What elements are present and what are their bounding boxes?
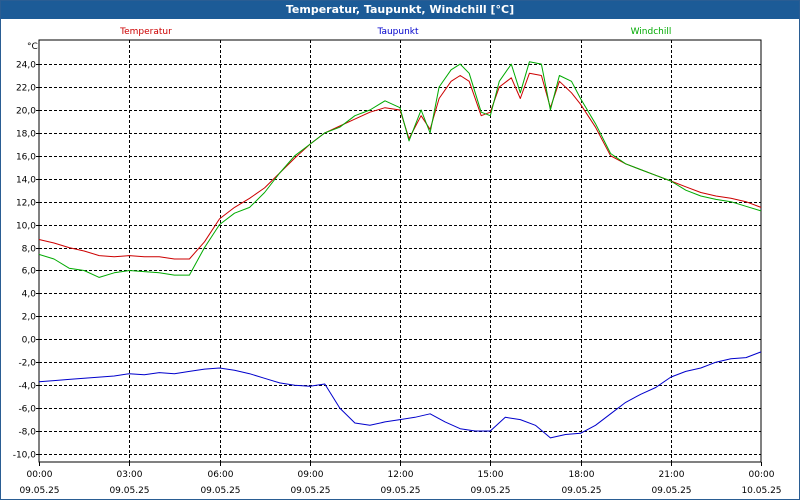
y-tick-label: -8,0	[18, 428, 36, 438]
legend-temperatur: Temperatur	[119, 27, 172, 37]
x-tick-time-label: 21:00	[659, 470, 685, 480]
legend-windchill: Windchill	[631, 27, 672, 37]
series-line-windchill	[38, 61, 762, 278]
y-tick-label: 4,0	[22, 290, 37, 300]
series-group	[38, 61, 762, 439]
y-tick-label: 0,0	[22, 336, 37, 346]
y-tick-label: 2,0	[22, 313, 37, 323]
y-tick-label: 8,0	[22, 245, 37, 255]
y-tick-label: 12,0	[16, 199, 36, 209]
x-tick-date-label: 09.05.25	[470, 486, 510, 496]
x-tick-time-label: 09:00	[298, 470, 324, 480]
y-tick-label: -4,0	[18, 382, 36, 392]
y-tick-label: 6,0	[22, 267, 37, 277]
x-axis: 00:00 09.05.25 03:00 09.05.25 06:00 09.05.25 0…	[19, 462, 782, 496]
x-tick-time-label: 15:00	[478, 470, 504, 480]
x-tick-time-label: 00:00	[749, 470, 775, 480]
y-tick-label: 14,0	[16, 176, 36, 186]
grid	[39, 40, 761, 462]
y-tick-label: -10,0	[13, 451, 37, 461]
y-tick-label: -6,0	[18, 405, 36, 415]
x-tick-date-label: 09.05.25	[380, 486, 420, 496]
y-tick-label: 16,0	[16, 153, 36, 163]
y-tick-label: 20,0	[16, 107, 36, 117]
x-tick-date-label: 09.05.25	[109, 486, 149, 496]
y-tick-label: -2,0	[18, 359, 36, 369]
x-tick-date-label: 09.05.25	[200, 486, 240, 496]
legend-taupunkt: Taupunkt	[376, 27, 419, 37]
y-axis: °C 24,0 22,0 20,0 18,0 16,0 14,0 12,0 10,0 8,0 6,…	[13, 42, 39, 461]
chart-title: Temperatur, Taupunkt, Windchill [°C]	[1, 1, 799, 19]
y-tick-label: 10,0	[16, 222, 36, 232]
x-tick-time-label: 18:00	[569, 470, 595, 480]
series-line-taupunkt	[38, 351, 762, 439]
x-tick-time-label: 03:00	[117, 470, 143, 480]
x-tick-date-label: 10.05.25	[741, 486, 781, 496]
x-tick-time-label: 00:00	[27, 470, 53, 480]
x-tick-time-label: 12:00	[388, 470, 414, 480]
y-tick-label: 22,0	[16, 84, 36, 94]
y-tick-label: 18,0	[16, 130, 36, 140]
x-tick-date-label: 09.05.25	[290, 486, 330, 496]
x-tick-date-label: 09.05.25	[651, 486, 691, 496]
y-axis-unit: °C	[27, 42, 38, 52]
x-tick-date-label: 09.05.25	[561, 486, 601, 496]
x-tick-date-label: 09.05.25	[19, 486, 59, 496]
x-tick-time-label: 06:00	[208, 470, 234, 480]
legend: Temperatur Taupunkt Windchill	[119, 27, 671, 37]
y-tick-label: 24,0	[16, 61, 36, 71]
